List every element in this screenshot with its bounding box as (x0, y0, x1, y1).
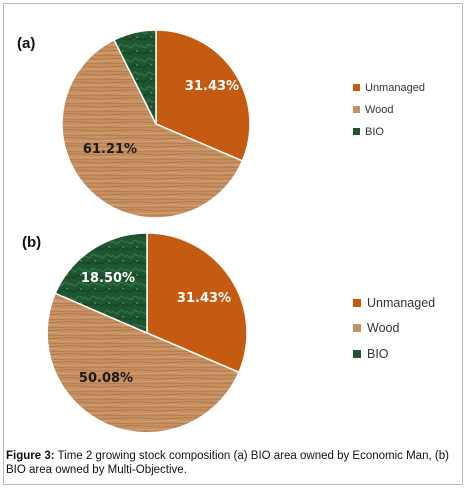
caption-text: Time 2 growing stock composition (a) BIO… (6, 450, 449, 476)
slice-label-unmanaged-b: 31.43% (177, 291, 231, 306)
slice-label-wood-a: 61.21% (83, 142, 137, 157)
pie-a-slices (61, 29, 251, 219)
legend-label-unmanaged-b: Unmanaged (367, 296, 435, 310)
slice-label-unmanaged-a: 31.43% (185, 79, 239, 94)
pie-slice-wood-b (46, 292, 240, 434)
legend-label-bio-b: BIO (367, 347, 389, 361)
pie-chart-a: (a) 31.43% 61.21% Unmanaged Wood BIO (17, 29, 425, 219)
slice-label-wood-b: 50.08% (79, 371, 133, 386)
pie-slice-bio-b (54, 232, 148, 335)
legend-swatch-bio-b (353, 350, 361, 358)
legend-swatch-unmanaged-b (353, 299, 361, 307)
legend-swatch-bio-a (353, 128, 360, 135)
legend-label-wood-b: Wood (367, 321, 399, 335)
pie-slice-unmanaged-a (155, 29, 251, 162)
pie-chart-b: (b) 31.43% 50.08% 18.50% Unmanaged Wood … (22, 232, 435, 434)
legend-swatch-wood-a (353, 106, 360, 113)
legend-swatch-wood-b (353, 324, 361, 332)
figure-caption: Figure 3: Time 2 growing stock compositi… (6, 449, 460, 477)
panel-label-a: (a) (17, 35, 35, 52)
legend-a: Unmanaged Wood BIO (353, 82, 425, 138)
pie-b-labels: 31.43% 50.08% 18.50% (79, 271, 231, 386)
panel-label-b: (b) (22, 234, 41, 251)
pie-slice-bio-a (113, 29, 157, 125)
legend-label-bio-a: BIO (365, 126, 384, 138)
caption-prefix: Figure 3: (6, 450, 55, 462)
pie-slice-wood-a (61, 38, 244, 219)
legend-label-wood-a: Wood (365, 104, 394, 116)
slice-label-bio-b: 18.50% (81, 271, 135, 286)
pie-slice-unmanaged-b (146, 232, 248, 374)
legend-swatch-unmanaged-a (353, 84, 360, 91)
legend-label-unmanaged-a: Unmanaged (365, 82, 425, 94)
legend-b: Unmanaged Wood BIO (353, 296, 435, 361)
pie-a-labels: 31.43% 61.21% (83, 79, 239, 157)
pie-b-slices (46, 232, 248, 434)
